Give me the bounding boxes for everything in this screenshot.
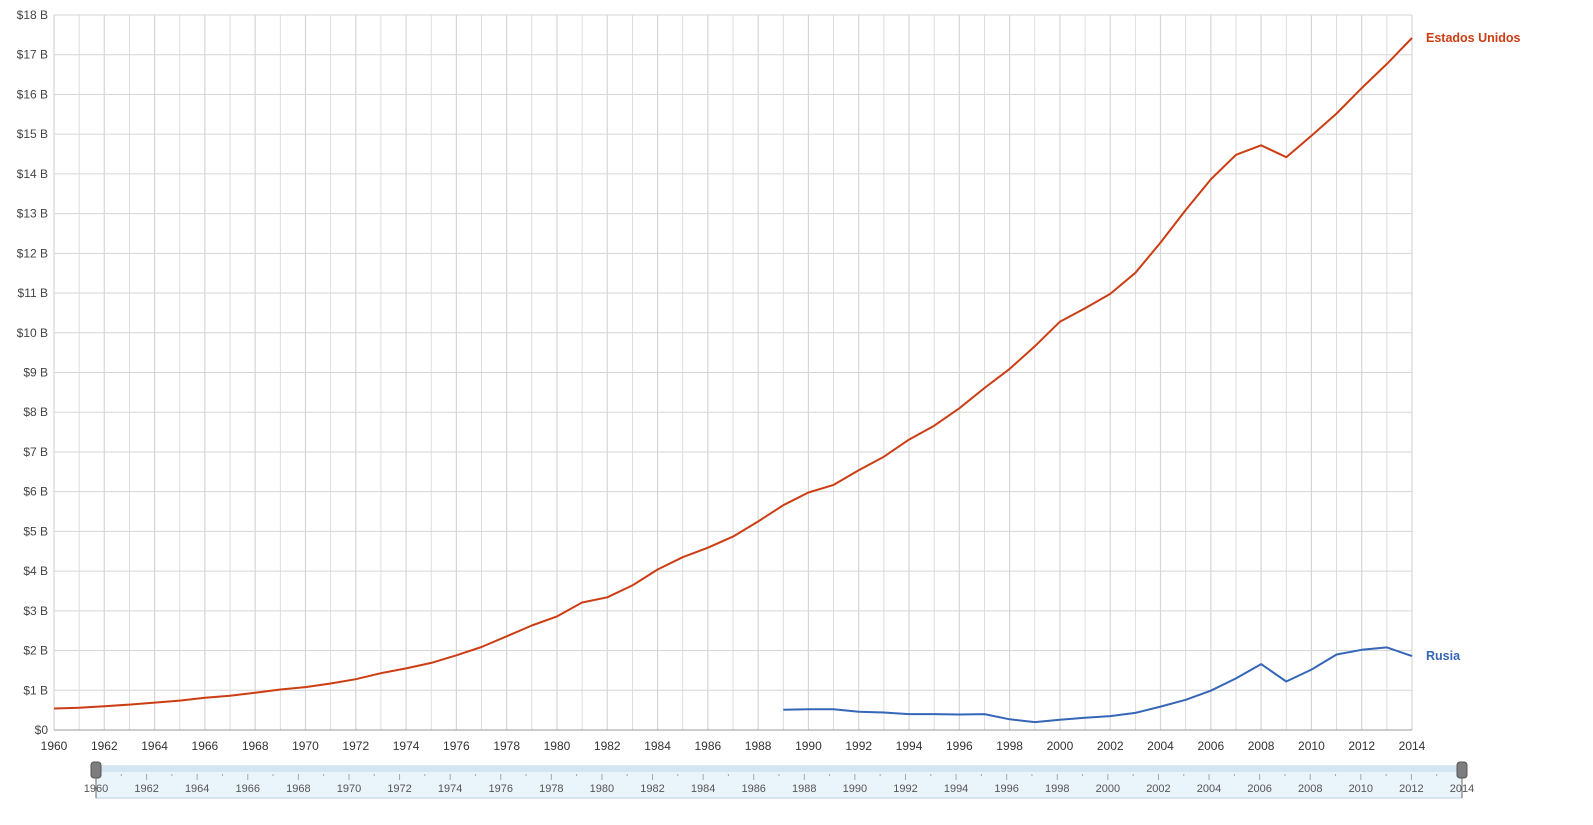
series-labels: Estados Unidos Rusia xyxy=(1426,31,1521,663)
navigator-tick-label: 2000 xyxy=(1096,783,1120,795)
navigator-tick-label: 2004 xyxy=(1197,783,1221,795)
x-tick-label: 1984 xyxy=(644,739,671,753)
y-tick-label: $11 B xyxy=(18,286,48,300)
x-tick-label: 1996 xyxy=(946,739,973,753)
x-tick-label: 1970 xyxy=(292,739,319,753)
navigator-right-handle-grip[interactable] xyxy=(1456,761,1468,779)
x-tick-label: 1982 xyxy=(594,739,621,753)
y-tick-label: $0 xyxy=(35,723,49,737)
navigator-tick-label: 1982 xyxy=(640,783,664,795)
y-tick-label: $4 B xyxy=(23,564,48,578)
navigator-tick-label: 1994 xyxy=(944,783,968,795)
x-tick-label: 1988 xyxy=(745,739,772,753)
y-tick-label: $2 B xyxy=(23,644,48,658)
y-tick-label: $1 B xyxy=(23,683,48,697)
series-label: Rusia xyxy=(1426,649,1461,663)
navigator-tick-label: 1968 xyxy=(286,783,310,795)
y-tick-label: $8 B xyxy=(23,405,48,419)
navigator-tick-label: 1978 xyxy=(539,783,563,795)
navigator-tick-label: 1962 xyxy=(134,783,158,795)
x-tick-label: 1962 xyxy=(91,739,118,753)
x-tick-label: 2008 xyxy=(1248,739,1275,753)
x-tick-label: 1968 xyxy=(242,739,269,753)
x-tick-label: 2006 xyxy=(1197,739,1224,753)
x-tick-label: 1974 xyxy=(393,739,420,753)
grid xyxy=(53,14,1413,731)
navigator-tick-label: 1976 xyxy=(488,783,512,795)
y-tick-label: $13 B xyxy=(17,207,48,221)
navigator-tick-label: 1986 xyxy=(741,783,765,795)
navigator-tick-label: 1970 xyxy=(337,783,361,795)
navigator-tick-label: 2002 xyxy=(1146,783,1170,795)
y-tick-label: $12 B xyxy=(17,246,48,260)
x-tick-label: 2012 xyxy=(1348,739,1375,753)
y-tick-label: $3 B xyxy=(23,604,48,618)
navigator-tick-label: 2008 xyxy=(1298,783,1322,795)
navigator-tick-label: 1984 xyxy=(691,783,715,795)
x-tick-label: 1978 xyxy=(493,739,520,753)
navigator-tick-label: 1996 xyxy=(994,783,1018,795)
y-tick-label: $14 B xyxy=(17,167,48,181)
x-tick-label: 1998 xyxy=(996,739,1023,753)
y-tick-label: $7 B xyxy=(23,445,48,459)
y-tick-label: $18 B xyxy=(17,8,48,22)
navigator-left-handle[interactable] xyxy=(90,761,102,798)
y-tick-label: $15 B xyxy=(17,127,48,141)
y-tick-label: $5 B xyxy=(23,524,48,538)
navigator-tick-label: 2012 xyxy=(1399,783,1423,795)
navigator-left-handle-grip[interactable] xyxy=(90,761,102,779)
y-tick-label: $16 B xyxy=(17,87,48,101)
x-tick-label: 2000 xyxy=(1047,739,1074,753)
navigator-tick-label: 1988 xyxy=(792,783,816,795)
x-tick-label: 1966 xyxy=(192,739,219,753)
x-tick-label: 1960 xyxy=(41,739,68,753)
navigator-tick-label: 1992 xyxy=(893,783,917,795)
navigator-tick-label: 1964 xyxy=(185,783,209,795)
x-tick-label: 2014 xyxy=(1399,739,1426,753)
x-tick-label: 2004 xyxy=(1147,739,1174,753)
x-tick-label: 1994 xyxy=(896,739,923,753)
series-line-1[interactable] xyxy=(783,646,1413,724)
navigator-tick-label: 1998 xyxy=(1045,783,1069,795)
series-lines xyxy=(53,37,1413,724)
x-tick-label: 2002 xyxy=(1097,739,1124,753)
x-tick-label: 1964 xyxy=(141,739,168,753)
navigator-tick-label: 2006 xyxy=(1247,783,1271,795)
y-tick-label: $10 B xyxy=(17,326,48,340)
series-line-0[interactable] xyxy=(53,37,1413,710)
time-range-navigator[interactable]: 1960 1962 1964 1966 1968 1970 1972 1974 1976 1978… xyxy=(84,761,1474,799)
y-tick-label: $9 B xyxy=(23,366,48,380)
y-tick-label: $17 B xyxy=(17,48,48,62)
navigator-tick-label: 1966 xyxy=(236,783,260,795)
x-tick-label: 1972 xyxy=(342,739,369,753)
navigator-tick-label: 2010 xyxy=(1349,783,1373,795)
navigator-right-handle[interactable] xyxy=(1456,761,1468,798)
x-tick-label: 1976 xyxy=(443,739,470,753)
navigator-tick-label: 1972 xyxy=(387,783,411,795)
x-tick-label: 1990 xyxy=(795,739,822,753)
navigator-selection-band[interactable] xyxy=(96,766,1462,772)
x-tick-label: 2010 xyxy=(1298,739,1325,753)
x-tick-label: 1986 xyxy=(695,739,722,753)
x-axis-ticks: 1960 1962 1964 1966 1968 1970 1972 1974 1976 1978… xyxy=(41,739,1426,753)
navigator-tick-label: 1990 xyxy=(843,783,867,795)
series-label: Estados Unidos xyxy=(1426,31,1521,45)
x-tick-label: 1980 xyxy=(544,739,571,753)
y-tick-label: $6 B xyxy=(23,485,48,499)
x-tick-label: 1992 xyxy=(845,739,872,753)
y-axis-ticks: $0 $1 B $2 B $3 B $4 B $5 B $6 B $7 B $8 B $9 B $1… xyxy=(17,8,49,737)
navigator-tick-label: 1974 xyxy=(438,783,462,795)
navigator-tick-label: 1980 xyxy=(590,783,614,795)
